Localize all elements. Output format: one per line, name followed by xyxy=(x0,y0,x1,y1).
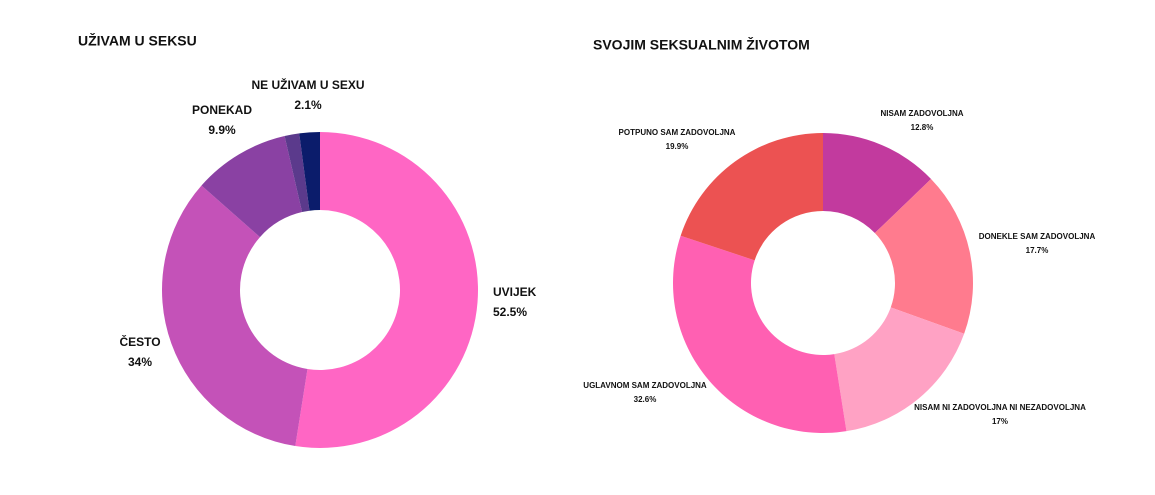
slice xyxy=(201,136,303,238)
slice xyxy=(672,235,847,433)
slice-label: UVIJEK xyxy=(493,285,537,299)
slice-label: NISAM NI ZADOVOLJNA NI NEZADOVOLJNA xyxy=(914,403,1086,412)
slice xyxy=(284,133,310,213)
value-label: 34% xyxy=(128,355,152,369)
slice xyxy=(823,133,932,234)
slice xyxy=(295,132,478,449)
slice xyxy=(162,185,308,447)
value-label: 9.9% xyxy=(208,123,236,137)
slice xyxy=(680,133,823,261)
slice-label: PONEKAD xyxy=(192,103,252,117)
slice-label: POTPUNO SAM ZADOVOLJNA xyxy=(619,128,736,137)
value-label: 12.8% xyxy=(911,123,934,132)
value-label: 2.1% xyxy=(294,98,322,112)
value-label: 32.6% xyxy=(634,395,657,404)
chart-title: SVOJIM SEKSUALNIM ŽIVOTOM xyxy=(593,36,810,53)
slice-label: ČESTO xyxy=(119,334,160,349)
value-label: 17.7% xyxy=(1026,246,1049,255)
value-label: 19.9% xyxy=(666,142,689,151)
value-label: 52.5% xyxy=(493,305,527,319)
slice xyxy=(834,307,965,432)
slice-label: NISAM ZADOVOLJNA xyxy=(880,109,963,118)
slice-label: NE UŽIVAM U SEXU xyxy=(251,77,364,92)
slice xyxy=(299,132,320,211)
value-label: 17% xyxy=(992,417,1008,426)
slice-label: UGLAVNOM SAM ZADOVOLJNA xyxy=(583,381,707,390)
slice-label: DONEKLE SAM ZADOVOLJNA xyxy=(979,232,1096,241)
chart-title: UŽIVAM U SEKSU xyxy=(78,32,197,49)
slice xyxy=(874,178,973,334)
